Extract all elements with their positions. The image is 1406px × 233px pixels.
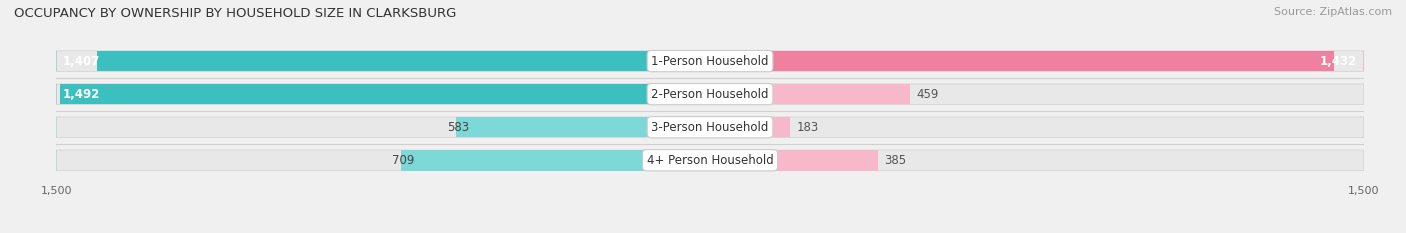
- Text: 1,432: 1,432: [1320, 55, 1357, 68]
- Text: 1,492: 1,492: [63, 88, 100, 101]
- Text: OCCUPANCY BY OWNERSHIP BY HOUSEHOLD SIZE IN CLARKSBURG: OCCUPANCY BY OWNERSHIP BY HOUSEHOLD SIZE…: [14, 7, 457, 20]
- Bar: [710, 84, 910, 104]
- Text: 2-Person Household: 2-Person Household: [651, 88, 769, 101]
- Text: 1-Person Household: 1-Person Household: [651, 55, 769, 68]
- FancyBboxPatch shape: [56, 84, 1364, 104]
- Text: 183: 183: [796, 121, 818, 134]
- Bar: [59, 84, 710, 104]
- Text: 385: 385: [884, 154, 907, 167]
- FancyBboxPatch shape: [56, 150, 1364, 171]
- Text: 583: 583: [447, 121, 470, 134]
- FancyBboxPatch shape: [56, 51, 1364, 71]
- Bar: [710, 117, 790, 137]
- Bar: [710, 150, 877, 171]
- FancyBboxPatch shape: [56, 117, 1364, 137]
- Bar: [456, 117, 710, 137]
- Text: 459: 459: [917, 88, 939, 101]
- Text: Source: ZipAtlas.com: Source: ZipAtlas.com: [1274, 7, 1392, 17]
- Text: 3-Person Household: 3-Person Household: [651, 121, 769, 134]
- Text: 4+ Person Household: 4+ Person Household: [647, 154, 773, 167]
- Bar: [97, 51, 710, 71]
- Text: 1,407: 1,407: [63, 55, 100, 68]
- Bar: [401, 150, 710, 171]
- Bar: [710, 51, 1334, 71]
- Legend: Owner-occupied, Renter-occupied: Owner-occupied, Renter-occupied: [572, 231, 848, 233]
- Text: 709: 709: [392, 154, 415, 167]
